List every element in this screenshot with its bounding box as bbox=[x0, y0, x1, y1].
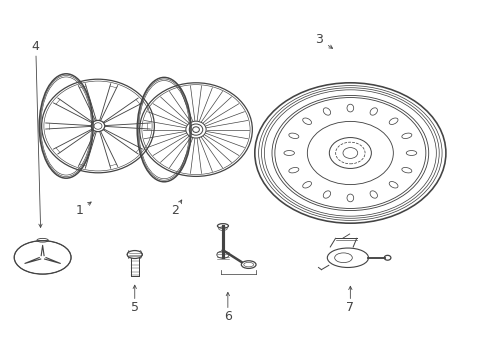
Text: 5: 5 bbox=[131, 301, 139, 314]
Text: 1: 1 bbox=[76, 204, 84, 217]
Text: 6: 6 bbox=[224, 310, 232, 323]
Text: 4: 4 bbox=[32, 40, 40, 53]
Text: 3: 3 bbox=[316, 33, 323, 46]
Text: 2: 2 bbox=[171, 204, 179, 217]
Text: 7: 7 bbox=[346, 301, 354, 314]
